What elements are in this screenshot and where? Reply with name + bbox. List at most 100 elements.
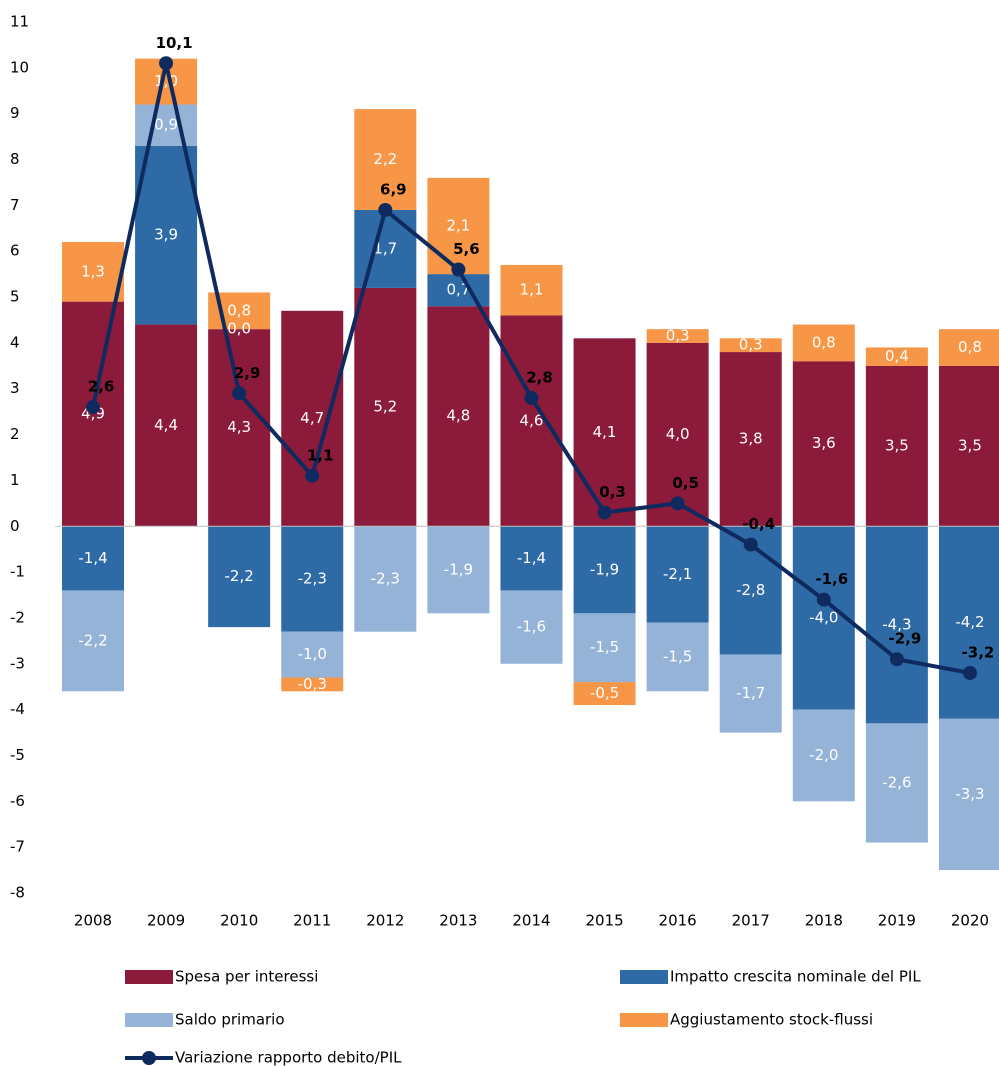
bar: [135, 145, 198, 325]
y-tick-label: 2: [10, 425, 20, 443]
x-tick-label: 2020: [951, 912, 989, 930]
bar: [281, 631, 344, 678]
bar: [792, 709, 855, 802]
y-tick-label: -6: [10, 792, 25, 810]
value-label: 4,1: [593, 423, 617, 441]
bar: [135, 104, 198, 146]
bar: [500, 590, 563, 664]
value-label: 0,3: [666, 327, 690, 345]
line-label: 5,6: [453, 240, 480, 258]
bar: [135, 324, 198, 527]
value-label: -2,2: [225, 567, 254, 585]
legend-swatch: [125, 1013, 173, 1027]
y-tick-label: -2: [10, 608, 25, 626]
line-label: 0,5: [672, 474, 699, 492]
bar: [354, 526, 417, 632]
value-label: 2,2: [373, 150, 397, 168]
value-label: 3,8: [739, 430, 763, 448]
line-point: [670, 496, 685, 511]
bar: [208, 526, 271, 628]
bar: [354, 287, 417, 527]
bar: [938, 329, 999, 366]
value-label: -0,5: [590, 684, 619, 702]
line-label: -1,6: [815, 570, 848, 588]
bar: [500, 264, 563, 316]
x-tick-label: 2009: [147, 912, 185, 930]
value-label: 0,8: [227, 301, 251, 319]
value-label: 4,6: [520, 411, 544, 429]
bar: [865, 526, 928, 724]
value-label: 1,1: [520, 281, 544, 299]
value-label: 0,7: [446, 281, 470, 299]
line-point: [86, 400, 100, 415]
value-label: 3,5: [885, 437, 909, 455]
value-label: -2,3: [298, 569, 327, 587]
value-label: 4,4: [154, 416, 178, 434]
y-tick-label: 6: [10, 242, 20, 260]
value-label: -1,5: [590, 638, 619, 656]
value-label: 0,8: [812, 333, 836, 351]
legend-label: Saldo primario: [175, 1011, 285, 1029]
legend-label: Variazione rapporto debito/PIL: [175, 1049, 402, 1066]
bar: [646, 622, 709, 692]
value-label: -1,7: [736, 684, 765, 702]
value-label: 4,8: [446, 407, 470, 425]
line-label: 2,8: [526, 368, 553, 386]
value-label: 1,7: [373, 239, 397, 257]
value-label: -2,2: [78, 631, 107, 649]
bar: [719, 654, 782, 733]
x-tick-label: 2008: [74, 912, 112, 930]
y-tick-label: 7: [10, 196, 20, 214]
bar: [938, 365, 999, 527]
line-point: [889, 652, 904, 667]
value-label: 1,3: [81, 262, 105, 280]
value-label: -4,2: [955, 613, 984, 631]
bar: [354, 209, 417, 288]
x-tick-label: 2012: [366, 912, 404, 930]
bar: [62, 526, 124, 591]
value-label: 0,0: [227, 320, 251, 338]
bar: [865, 723, 928, 843]
y-tick-label: 1: [10, 471, 20, 489]
legend-swatch: [125, 970, 173, 984]
legend-marker: [142, 1051, 156, 1065]
y-tick-label: 3: [10, 379, 20, 397]
legend-label: Impatto crescita nominale del PIL: [670, 968, 921, 986]
bar: [792, 324, 855, 362]
x-tick-label: 2017: [732, 912, 770, 930]
bar: [354, 109, 417, 210]
value-label: -1,5: [663, 647, 692, 665]
legend-swatch: [620, 1013, 668, 1027]
bar: [573, 526, 636, 614]
bar: [281, 526, 344, 632]
value-label: 4,0: [666, 425, 690, 443]
value-label: -1,9: [444, 560, 473, 578]
bar: [427, 274, 490, 307]
bar: [427, 526, 490, 614]
line-label: 1,1: [307, 446, 334, 464]
bar: [646, 329, 709, 343]
value-label: 1,0: [154, 72, 178, 90]
value-label: -3,3: [955, 785, 984, 803]
y-tick-label: -8: [10, 884, 25, 902]
bar: [646, 526, 709, 623]
y-tick-label: 11: [10, 13, 29, 31]
y-tick-label: -1: [10, 563, 25, 581]
bar: [62, 242, 124, 302]
line-point: [524, 390, 539, 405]
line-point: [962, 665, 977, 680]
bar: [865, 365, 928, 527]
y-tick-label: -4: [10, 700, 25, 718]
value-label: -2,1: [663, 565, 692, 583]
value-label: -1,4: [517, 549, 546, 567]
value-label: 4,7: [300, 409, 324, 427]
value-label: 3,9: [154, 226, 178, 244]
bar: [281, 677, 344, 692]
value-label: -4,0: [809, 608, 838, 626]
line-point: [378, 202, 393, 217]
value-label: -2,8: [736, 581, 765, 599]
bar: [938, 718, 999, 871]
bar: [646, 342, 709, 527]
legend-swatch: [620, 970, 668, 984]
